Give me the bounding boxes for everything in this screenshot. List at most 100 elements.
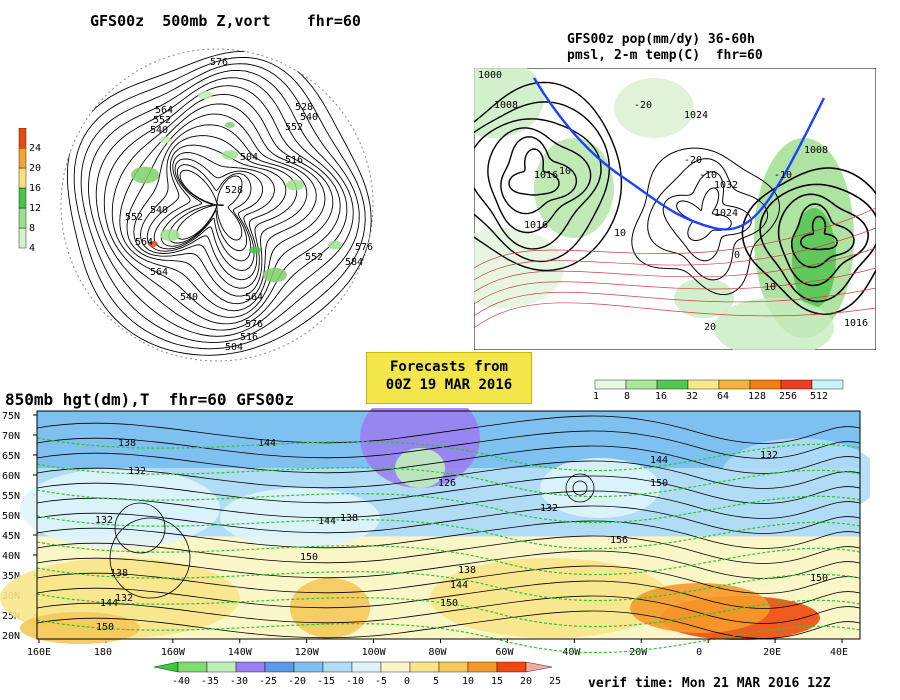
polar-contour-label: 576 [245, 319, 263, 330]
precip-colorbar-label: 1 [593, 391, 599, 402]
h850-colorbar-label: -20 [288, 676, 306, 687]
h850-colorbar-swatch [496, 661, 527, 673]
h850-map: 75N70N65N60N55N50N45N40N35N30N25N20N160E… [0, 408, 870, 656]
h850-contour-label: 150 [810, 573, 828, 584]
h850-title: 850mb hgt(dm),T fhr=60 GFS00z [5, 390, 294, 409]
h850-closed-contour [114, 502, 166, 554]
polar-contour-label: 552 [153, 115, 171, 126]
h850-contour-label: 132 [128, 466, 146, 477]
precip-isobar-label: 1016 [844, 318, 868, 329]
precip-colorbar-swatch [687, 379, 720, 390]
h850-ytick-label: 45N [2, 531, 20, 542]
polar-colorbar-label: 16 [29, 183, 41, 194]
polar-contour-label: 516 [240, 332, 258, 343]
h850-colorbar-swatch [264, 661, 295, 673]
h850-contour-label: 138 [110, 568, 128, 579]
h850-shade-blob [360, 408, 480, 488]
precip-title-line2: pmsl, 2-m temp(C) fhr=60 [567, 48, 763, 63]
precip-isobar [799, 215, 839, 251]
h850-shade-blob [20, 612, 140, 644]
h850-colorbar-label: -5 [375, 676, 387, 687]
precip-colorbar-label: 64 [717, 391, 729, 402]
h850-xtick-label: 20E [763, 647, 781, 656]
h850-xtick-label: 40E [830, 647, 848, 656]
polar-vort-blob [198, 90, 212, 100]
precip-isobar [791, 203, 855, 269]
precip-temp-line [474, 287, 876, 317]
precip-labels: 10001008101610241032102410161008101610-2… [478, 70, 868, 333]
h850-colorbar-swatch [380, 661, 411, 673]
h850-xtick-label: 60W [495, 647, 514, 656]
h850-height-contour [36, 610, 861, 639]
h850-contour-label: 150 [650, 478, 668, 489]
h850-contour-label: 144 [100, 598, 118, 609]
h850-colorbar: -40 -35 -30 -25 -20 -15 -10 -5 0 5 10 15 20 25 [153, 661, 561, 687]
polar-vorticity-shading [131, 90, 342, 283]
polar-colorbar-swatch [18, 167, 27, 189]
polar-contour-line [160, 158, 264, 262]
h850-closed-contour [572, 480, 588, 496]
h850-colorbar-label: 10 [462, 676, 474, 687]
h850-colorbar-label: -15 [317, 676, 335, 687]
polar-vort-blob [249, 246, 261, 254]
h850-contour-label: 144 [450, 580, 468, 591]
polar-contour-line [168, 164, 252, 252]
polar-contour-line [80, 63, 360, 343]
h850-height-contour [36, 475, 861, 504]
polar-contour-label: 528 [225, 185, 243, 196]
h850-ytick-label: 25N [2, 611, 20, 622]
precip-isobar [500, 136, 578, 215]
precip-temp-line [474, 302, 876, 329]
h850-colorbar-swatch [438, 661, 469, 673]
precip-colorbar-swatch [656, 379, 689, 390]
precip-temp-line [474, 247, 876, 293]
h850-colorbar-swatch [235, 661, 266, 673]
polar-contour-label: 540 [180, 292, 198, 303]
h850-colorbar-swatch [177, 661, 208, 673]
h850-contour-label: 150 [96, 622, 114, 633]
polar-vort-blob [159, 136, 171, 144]
polar-colorbar-swatch [18, 227, 27, 249]
forecast-banner: Forecasts from 00Z 19 MAR 2016 [366, 352, 532, 404]
polar-contour-line [126, 113, 317, 305]
polar-contour-label: 552 [305, 252, 323, 263]
h850-height-contour [36, 520, 861, 549]
polar-height-contours [66, 50, 372, 356]
polar-contour-label: 564 [135, 237, 153, 248]
h850-colorbar-label: 0 [404, 676, 410, 687]
h850-height-contour [36, 595, 861, 624]
precip-colorbar-swatch [811, 379, 844, 390]
precip-temp-line [474, 227, 876, 281]
h850-ytick-label: 70N [2, 431, 20, 442]
polar-contour-line [140, 135, 298, 289]
polar-contour-line [111, 93, 334, 318]
banner-line2: 00Z 19 MAR 2016 [385, 377, 513, 393]
precip-temp-label: -10 [699, 170, 717, 181]
polar-contour-label: 504 [225, 342, 243, 353]
precip-isobar-label: 1000 [478, 70, 502, 81]
polar-contour-label: 516 [285, 155, 303, 166]
polar-contour-label: 576 [355, 242, 373, 253]
h850-xtick-label: 120W [295, 647, 320, 656]
precip-temp-label: 20 [704, 322, 716, 333]
precip-isobar [631, 147, 781, 296]
h850-ytick-label: 40N [2, 551, 20, 562]
h850-contour-label: 138 [458, 565, 476, 576]
precip-isobar [487, 127, 592, 234]
precip-isobar [662, 171, 752, 262]
polar-vort-blob [286, 179, 304, 191]
h850-xtick-label: 20W [629, 647, 648, 656]
precip-colorbar-swatch [780, 379, 813, 390]
h850-contour-label: 156 [610, 535, 628, 546]
precip-isobar-label: 1008 [804, 145, 828, 156]
h850-ytick-label: 60N [2, 471, 20, 482]
h850-colorbar-label: -35 [201, 676, 219, 687]
h850-xtick-label: 140W [228, 647, 253, 656]
h850-xtick-label: 0 [696, 647, 702, 656]
polar-contour-label: 528 [295, 102, 313, 113]
h850-ytick-label: 55N [2, 491, 20, 502]
precip-temp-label: 10 [614, 228, 626, 239]
h850-colorbar-label: -30 [230, 676, 248, 687]
h850-contour-label: 132 [760, 450, 778, 461]
h850-contour-label: 144 [650, 455, 668, 466]
